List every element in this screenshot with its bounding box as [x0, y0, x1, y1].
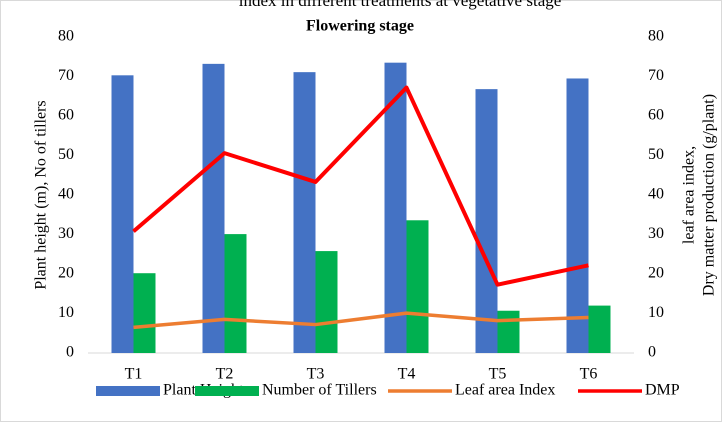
bar [111, 75, 134, 353]
y2-axis-title: Dry matter production (g/plant) [701, 94, 718, 296]
line-series [132, 85, 589, 287]
legend-label: DMP [645, 382, 680, 399]
y2-tick-label: 70 [648, 67, 664, 84]
bar [497, 310, 520, 353]
bar [293, 72, 316, 353]
legend-label: Number of Tillers [262, 382, 377, 399]
x-tick-label: T4 [398, 366, 416, 383]
chart-subtitle: index in different treatments at vegetat… [239, 0, 562, 10]
y-tick-label: 80 [58, 28, 74, 45]
y2-tick-label: 60 [648, 107, 664, 124]
bar [384, 62, 407, 354]
bar [566, 78, 589, 353]
legend-swatch [96, 386, 160, 396]
bar [133, 273, 156, 353]
chart-title: Flowering stage [306, 18, 414, 35]
y-tick-label: 10 [58, 304, 74, 321]
y-tick-label: 0 [66, 344, 74, 361]
y2-tick-label: 50 [648, 146, 664, 163]
y2-axis-title: leaf area index, [681, 146, 698, 244]
x-tick-label: T1 [125, 366, 143, 383]
bar [224, 234, 247, 353]
y-axis-title: Plant height (m), No of tillers [33, 100, 50, 289]
y-tick-label: 60 [58, 107, 74, 124]
y2-tick-label: 80 [648, 28, 664, 45]
line-series [133, 311, 589, 330]
y-tick-label: 50 [58, 146, 74, 163]
y2-tick-label: 20 [648, 265, 664, 282]
x-tick-label: T6 [580, 366, 598, 383]
bar [406, 220, 429, 353]
bar [588, 305, 611, 353]
y-tick-label: 40 [58, 186, 74, 203]
legend-label: Leaf area Index [455, 382, 555, 399]
y-tick-label: 20 [58, 265, 74, 282]
y-tick-label: 70 [58, 67, 74, 84]
legend-swatch [195, 386, 259, 396]
y2-tick-label: 10 [648, 304, 664, 321]
x-tick-label: T2 [216, 366, 234, 383]
y2-tick-label: 0 [648, 344, 656, 361]
bar [315, 251, 338, 353]
bar [202, 63, 225, 354]
bar [475, 89, 498, 353]
y-tick-label: 30 [58, 225, 74, 242]
y2-tick-label: 40 [648, 186, 664, 203]
y2-tick-label: 30 [648, 225, 664, 242]
x-tick-label: T5 [489, 366, 507, 383]
x-tick-label: T3 [307, 366, 325, 383]
